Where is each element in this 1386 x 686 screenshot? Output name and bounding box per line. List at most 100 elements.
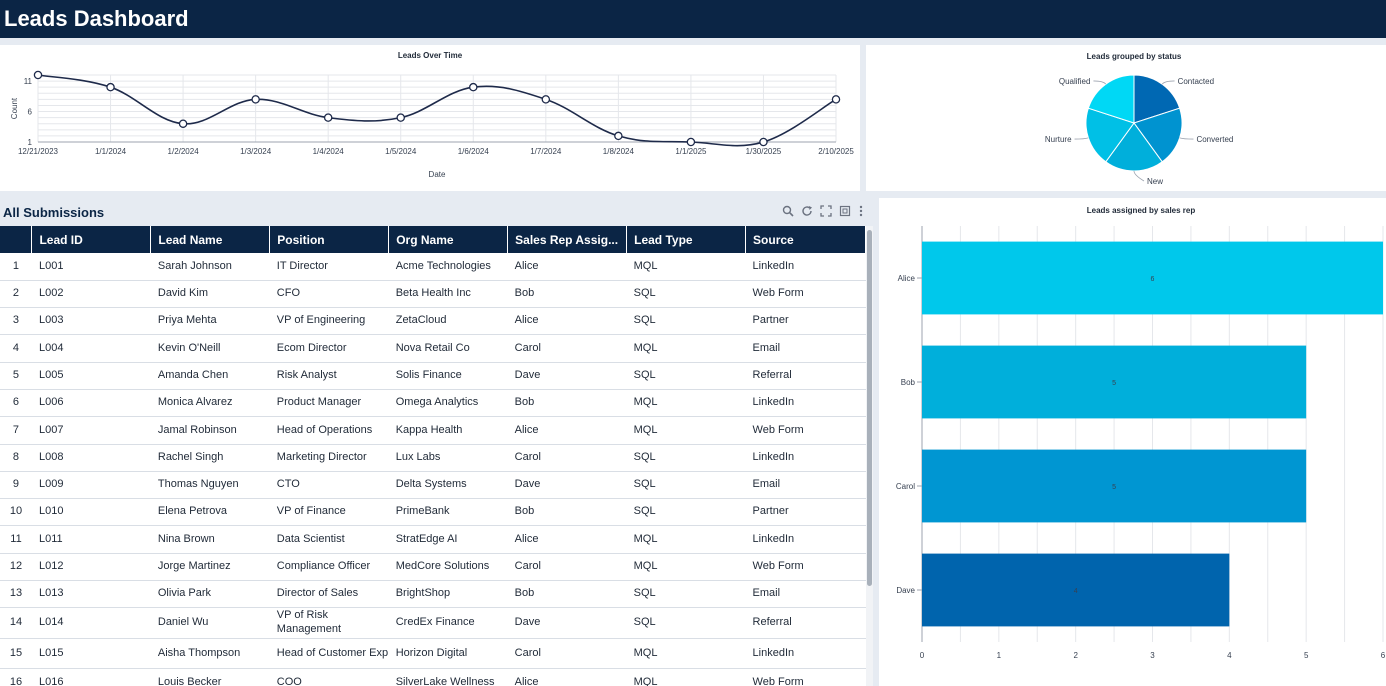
y-tick-label: Alice — [898, 274, 916, 283]
table-cell: MQL — [626, 416, 746, 445]
table-row[interactable]: 6 L006 Monica Alvarez Product Manager Omega … — [0, 389, 866, 418]
label-leader — [1133, 170, 1145, 182]
data-point — [33, 70, 43, 80]
more-icon[interactable] — [858, 205, 864, 220]
table-cell: Dave — [507, 362, 627, 390]
data-point — [469, 82, 478, 92]
table-cell: Alice — [507, 416, 627, 445]
column-header[interactable]: Lead ID — [31, 226, 152, 253]
table-row[interactable]: 9 L009 Thomas Nguyen CTO Delta Systems Dave SQ… — [0, 471, 866, 500]
table-cell: Amanda Chen — [150, 362, 270, 390]
bar-value-label: 4 — [1074, 588, 1078, 595]
table-cell: Omega Analytics — [388, 389, 508, 418]
data-point — [251, 95, 260, 104]
table-cell: Email — [745, 334, 866, 363]
x-tick-label: 1/1/2025 — [675, 147, 707, 156]
data-point — [541, 95, 551, 104]
table-cell: Web Form — [745, 416, 866, 445]
table-row[interactable]: 8 L008 Rachel Singh Marketing Director Lux L… — [0, 444, 866, 472]
row-number-header[interactable] — [0, 226, 33, 253]
table-row[interactable]: 13 L013 Olivia Park Director of Sales Bright… — [0, 580, 866, 609]
table-cell: COO — [269, 668, 389, 686]
bar-value-label: 5 — [1112, 380, 1116, 387]
table-cell: Beta Health Inc — [388, 280, 508, 309]
submissions-grid: Lead ID Lead Name Position Org Name Sales Re… — [0, 226, 866, 686]
row-number: 5 — [0, 362, 32, 390]
table-cell: L003 — [31, 307, 151, 336]
data-point — [759, 137, 768, 147]
table-row[interactable]: 11 L011 Nina Brown Data Scientist StratEdge … — [0, 525, 866, 554]
search-icon[interactable] — [782, 205, 794, 220]
table-cell: ZetaCloud — [388, 307, 508, 336]
table-cell: VP of Finance — [269, 498, 389, 527]
x-tick-label: 1/3/2024 — [240, 147, 272, 156]
table-cell: L013 — [31, 580, 151, 609]
column-header[interactable]: Lead Type — [626, 226, 747, 253]
grid-scrollbar[interactable] — [866, 226, 873, 686]
pie-slice — [1133, 107, 1183, 163]
y-tick-label: Dave — [896, 586, 915, 595]
row-number: 10 — [0, 498, 32, 527]
table-cell: CTO — [269, 471, 389, 500]
table-cell: Carol — [507, 334, 627, 363]
table-cell: Monica Alvarez — [150, 389, 270, 418]
column-header[interactable]: Source — [745, 226, 866, 253]
row-number: 11 — [0, 525, 32, 554]
series-line — [37, 74, 837, 147]
table-cell: Referral — [745, 607, 866, 639]
column-header[interactable]: Lead Name — [150, 226, 271, 253]
table-row[interactable]: 2 L002 David Kim CFO Beta Health Inc Bob SQL We… — [0, 280, 866, 309]
page-title: Leads Dashboard — [4, 6, 189, 31]
row-number: 12 — [0, 553, 32, 582]
table-cell: L015 — [31, 638, 151, 670]
table-row[interactable]: 14 L014 Daniel Wu VP of Risk Management Cred… — [0, 607, 866, 639]
table-cell: Bob — [507, 280, 627, 309]
table-cell: Lux Labs — [388, 444, 508, 472]
x-tick-label: 1/1/2024 — [95, 147, 127, 156]
table-cell: SQL — [626, 280, 746, 309]
table-cell: L007 — [31, 416, 151, 445]
column-header[interactable]: Org Name — [388, 226, 509, 253]
table-row[interactable]: 10 L010 Elena Petrova VP of Finance PrimeBan… — [0, 498, 866, 527]
table-cell: PrimeBank — [388, 498, 508, 527]
table-cell: MQL — [626, 253, 746, 281]
table-cell: Ecom Director — [269, 334, 389, 363]
table-row[interactable]: 12 L012 Jorge Martinez Compliance Officer Me… — [0, 553, 866, 582]
row-number: 9 — [0, 471, 32, 500]
table-cell: Alice — [507, 307, 627, 336]
table-cell: L004 — [31, 334, 151, 363]
export-icon[interactable] — [839, 205, 851, 220]
table-cell: SQL — [626, 471, 746, 500]
row-number: 15 — [0, 638, 32, 670]
table-cell: Priya Mehta — [150, 307, 270, 336]
table-row[interactable]: 3 L003 Priya Mehta VP of Engineering ZetaClo… — [0, 307, 866, 336]
leads-by-status-chart: Contacted Converted New Nurture Qualified — [1045, 74, 1233, 186]
table-cell: SQL — [626, 607, 746, 639]
refresh-icon[interactable] — [801, 205, 813, 220]
table-cell: Email — [745, 580, 866, 609]
table-cell: L014 — [31, 607, 151, 639]
table-row[interactable]: 16 L016 Louis Becker COO SilverLake Wellness… — [0, 668, 866, 686]
leads-over-time-chart: 12/21/2023 1/1/2024 1/2/2024 1/3/2024 1/4/20… — [10, 70, 854, 179]
table-row[interactable]: 7 L007 Jamal Robinson Head of Operations Kap… — [0, 416, 866, 445]
table-cell: Horizon Digital — [388, 638, 508, 670]
table-cell: L008 — [31, 444, 151, 472]
y-tick-label: Bob — [901, 378, 916, 387]
app-header: Leads Dashboard — [0, 0, 1386, 38]
table-row[interactable]: 4 L004 Kevin O'Neill Ecom Director Nova Reta… — [0, 334, 866, 363]
table-cell: Kappa Health — [388, 416, 508, 445]
table-cell: CFO — [269, 280, 389, 309]
expand-icon[interactable] — [820, 205, 832, 220]
table-cell: L011 — [31, 525, 151, 554]
x-tick-label: 1/5/2024 — [385, 147, 417, 156]
table-row[interactable]: 15 L015 Aisha Thompson Head of Customer Exp… — [0, 638, 866, 670]
table-cell: Web Form — [745, 280, 866, 309]
row-number: 3 — [0, 307, 32, 336]
grid-toolbar — [782, 205, 864, 220]
table-row[interactable]: 5 L005 Amanda Chen Risk Analyst Solis Financ… — [0, 362, 866, 390]
scrollbar-thumb[interactable] — [867, 230, 872, 586]
table-row[interactable]: 1 L001 Sarah Johnson IT Director Acme Techno… — [0, 253, 866, 281]
column-header[interactable]: Position — [269, 226, 390, 253]
pie-slice — [1087, 74, 1135, 124]
column-header[interactable]: Sales Rep Assig... — [507, 226, 628, 253]
